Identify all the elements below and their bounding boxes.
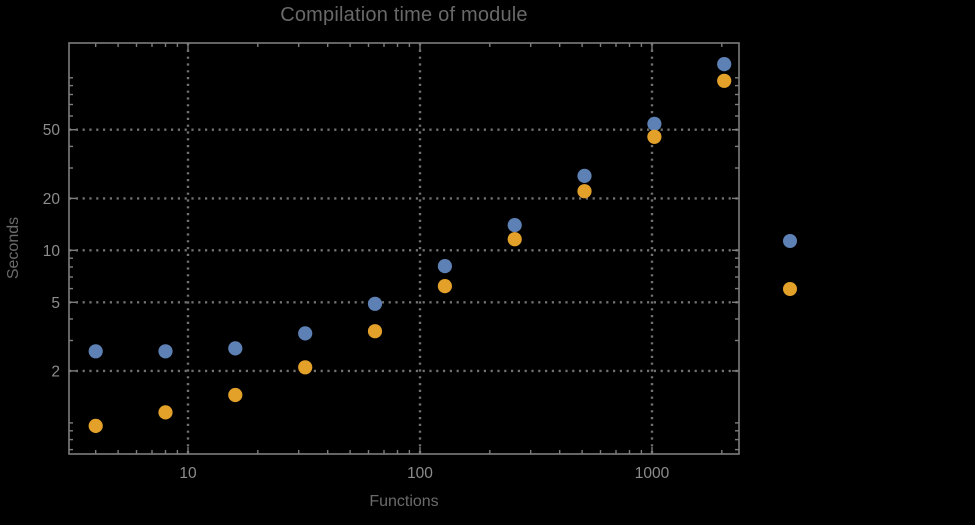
data-point-series-2-x512 [577, 184, 592, 199]
y-tick-label: 2 [51, 363, 60, 380]
x-tick-label: 10 [179, 465, 197, 482]
data-point-series-2-x2048 [717, 73, 732, 88]
data-point-series-1-x32 [298, 326, 313, 341]
data-point-series-2-x4 [88, 418, 103, 433]
y-axis-label: Seconds [5, 216, 22, 280]
y-tick-label: 50 [43, 122, 61, 139]
data-point-series-1-x2048 [717, 57, 732, 72]
x-tick-label: 1000 [635, 465, 670, 482]
data-point-series-1-x128 [437, 259, 452, 274]
y-tick-label: 20 [43, 191, 61, 208]
data-point-series-1-x1024 [647, 116, 662, 131]
legend-marker-series-1 [783, 234, 797, 248]
data-point-series-2-x16 [228, 387, 243, 403]
data-point-series-1-x64 [367, 296, 383, 311]
y-tick-label: 5 [51, 295, 60, 312]
data-point-series-1-x16 [228, 341, 243, 356]
chart-title: Compilation time of module [280, 4, 528, 26]
data-point-series-2-x256 [507, 232, 522, 247]
y-tick-label: 10 [43, 243, 61, 260]
data-point-series-1-x512 [577, 168, 592, 183]
data-point-series-1-x256 [507, 218, 522, 233]
data-point-series-2-x1024 [647, 129, 662, 144]
data-point-series-2-x32 [298, 360, 313, 375]
data-point-series-2-x128 [437, 279, 452, 294]
plot-frame [68, 42, 740, 455]
data-point-series-2-x64 [367, 324, 383, 339]
data-point-series-1-x8 [158, 344, 173, 359]
legend-marker-series-2 [783, 282, 797, 296]
x-tick-label: 100 [407, 465, 433, 482]
data-point-series-1-x4 [88, 344, 103, 359]
data-point-series-2-x8 [158, 405, 173, 420]
x-axis-label: Functions [369, 493, 439, 510]
